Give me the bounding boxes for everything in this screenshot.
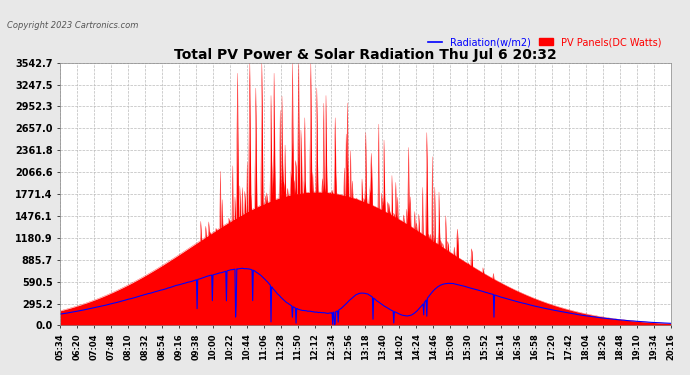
Text: Copyright 2023 Cartronics.com: Copyright 2023 Cartronics.com bbox=[7, 21, 138, 30]
Title: Total PV Power & Solar Radiation Thu Jul 6 20:32: Total PV Power & Solar Radiation Thu Jul… bbox=[174, 48, 557, 62]
Legend: Radiation(w/m2), PV Panels(DC Watts): Radiation(w/m2), PV Panels(DC Watts) bbox=[424, 33, 666, 51]
